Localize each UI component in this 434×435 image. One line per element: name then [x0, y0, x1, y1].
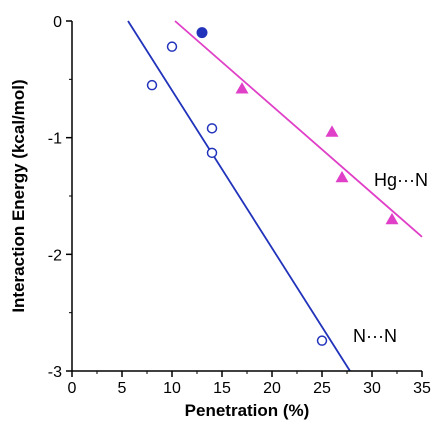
- x-tick-label: 15: [213, 380, 231, 397]
- x-tick-label: 35: [413, 380, 431, 397]
- fit-line: [127, 20, 351, 372]
- x-tick-label: 20: [263, 380, 281, 397]
- x-axis-title: Penetration (%): [185, 401, 310, 420]
- triangle-marker: [385, 212, 399, 225]
- x-tick-label: 25: [313, 380, 331, 397]
- triangle-marker: [335, 170, 349, 183]
- open-circle-marker: [166, 41, 178, 52]
- y-tick-label: 0: [53, 14, 62, 31]
- y-tick-label: -3: [48, 364, 62, 381]
- open-circle-marker: [316, 335, 328, 346]
- x-tick-label: 0: [68, 380, 77, 397]
- y-tick-label: -2: [48, 247, 62, 264]
- x-tick-label: 10: [163, 380, 181, 397]
- ticks: [66, 20, 423, 377]
- series-label: N···N: [353, 326, 397, 346]
- open-circle-marker: [206, 123, 218, 134]
- x-tick-label: 30: [363, 380, 381, 397]
- open-circle-marker: [146, 79, 158, 91]
- triangle-marker: [325, 125, 339, 137]
- data-markers: [146, 27, 399, 346]
- series-label: Hg···N: [374, 170, 428, 190]
- open-circle-marker: [206, 147, 218, 159]
- filled-circle-marker: [196, 27, 208, 39]
- tick-labels: 0 5 10 15 20 25 30 35 0 -1 -2 -3: [48, 14, 431, 397]
- fit-lines: [127, 20, 423, 372]
- x-tick-label: 5: [118, 380, 127, 397]
- fit-line: [174, 20, 423, 238]
- series-labels: N···N Hg···N: [353, 170, 428, 346]
- y-axis-title: Interaction Energy (kcal/mol): [9, 79, 28, 312]
- triangle-marker: [235, 82, 249, 94]
- axes: [71, 21, 422, 372]
- y-tick-label: -1: [48, 131, 62, 148]
